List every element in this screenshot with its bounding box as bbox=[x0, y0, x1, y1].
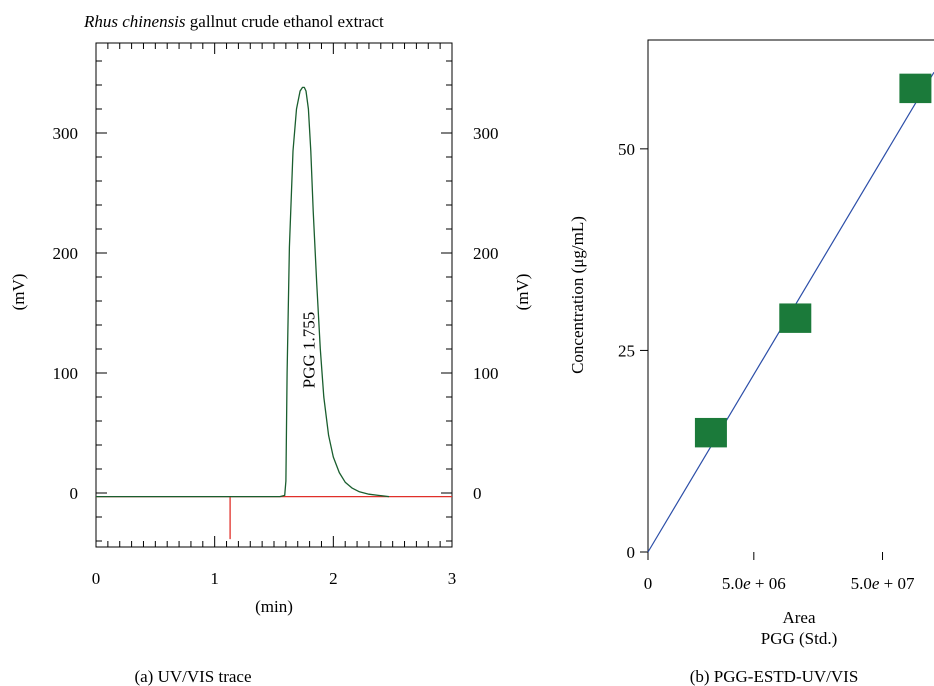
panel-b-y-tick-label: 25 bbox=[618, 341, 635, 360]
panel-a-caption: (a) UV/VIS trace bbox=[134, 667, 251, 686]
panel-a-baseline-red bbox=[96, 495, 452, 540]
panel-a-title-italic: Rhus chinensis bbox=[83, 12, 186, 31]
panel-a-series bbox=[96, 86, 452, 540]
panel-a: Rhus chinensis gallnut crude ethanol ext… bbox=[9, 12, 532, 686]
panel-b-x-axis-label: Area bbox=[782, 608, 815, 627]
panel-b-y-tick-label: 0 bbox=[627, 543, 636, 562]
panel-b-x-tick-label: 5.0e + 07 bbox=[851, 574, 915, 593]
panel-a-y-tick-label-right: 200 bbox=[473, 244, 499, 263]
panel-a-peak-label: PGG 1.755 bbox=[299, 312, 318, 389]
panel-b-data-point bbox=[694, 417, 727, 448]
panel-b-data-point bbox=[779, 303, 812, 333]
panel-b-y-tick-label: 50 bbox=[618, 140, 635, 159]
panel-a-y-tick-label: 200 bbox=[53, 244, 79, 263]
panel-a-y-tick-label: 300 bbox=[53, 124, 79, 143]
panel-a-ticks bbox=[95, 43, 453, 547]
panel-a-trace-green bbox=[96, 86, 390, 498]
panel-a-frame bbox=[95, 42, 453, 548]
panel-a-y-axis-label-left: (mV) bbox=[9, 274, 28, 311]
panel-b-points bbox=[694, 73, 932, 448]
panel-a-y-tick-label-right: 0 bbox=[473, 484, 482, 503]
panel-a-x-tick-label: 0 bbox=[92, 569, 101, 588]
panel-a-y-tick-label-right: 100 bbox=[473, 364, 499, 383]
panel-b-y-axis-label: Concentration (μg/mL) bbox=[568, 216, 587, 374]
panel-a-y-axis-label-right: (mV) bbox=[513, 274, 532, 311]
panel-a-y-tick-label-right: 300 bbox=[473, 124, 499, 143]
panel-b-ticks bbox=[640, 148, 884, 560]
panel-b-caption: (b) PGG-ESTD-UV/VIS bbox=[690, 667, 859, 686]
panel-b: 0 25 50 0 5.0e + 06 5.0e + 07 Concentration (… bbox=[568, 39, 934, 686]
panel-b-frame bbox=[647, 39, 934, 552]
panel-a-x-tick-label: 1 bbox=[210, 569, 219, 588]
panel-b-x-axis-label-2: PGG (Std.) bbox=[761, 629, 838, 648]
panel-a-x-tick-label: 3 bbox=[448, 569, 457, 588]
panel-b-x-tick-label: 5.0e + 06 bbox=[722, 574, 786, 593]
panel-a-y-tick-label: 0 bbox=[70, 484, 79, 503]
panel-b-x-tick-label: 0 bbox=[644, 574, 653, 593]
panel-a-title-rest: gallnut crude ethanol extract bbox=[186, 12, 385, 31]
panel-a-title: Rhus chinensis gallnut crude ethanol ext… bbox=[83, 12, 384, 31]
panel-b-data-point bbox=[899, 73, 932, 104]
panel-b-tick-labels: 0 25 50 0 5.0e + 06 5.0e + 07 bbox=[618, 140, 915, 593]
panel-a-y-tick-label: 100 bbox=[53, 364, 79, 383]
panel-a-x-axis-label: (min) bbox=[255, 597, 293, 616]
panel-a-x-tick-label: 2 bbox=[329, 569, 338, 588]
